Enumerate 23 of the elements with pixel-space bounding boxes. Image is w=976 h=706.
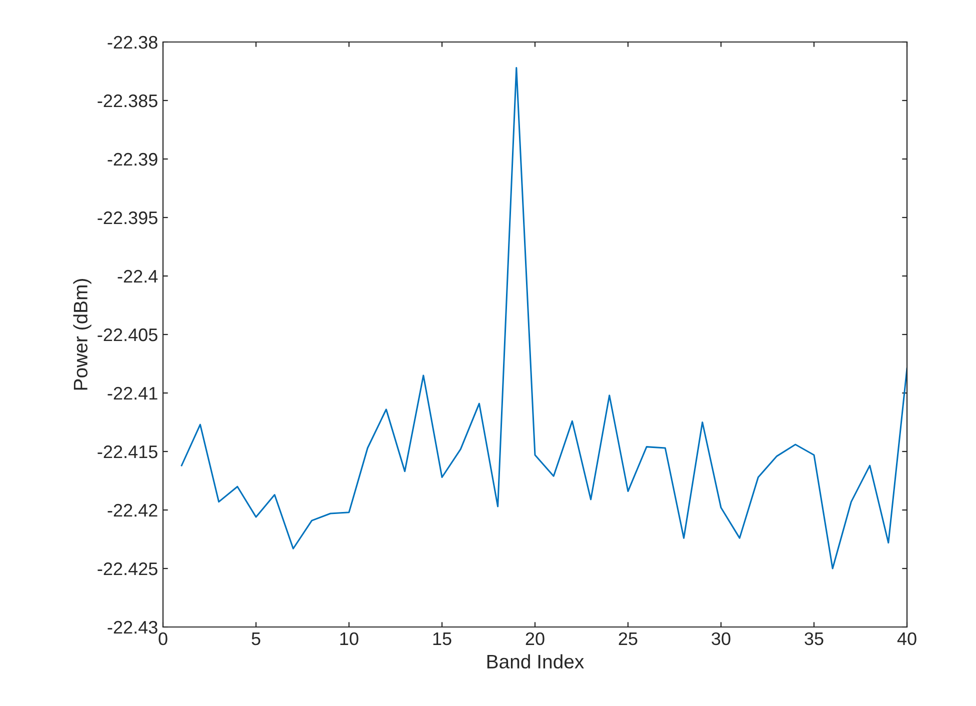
y-tick-label: -22.43 [108,620,158,634]
y-tick-label: -22.42 [108,504,158,517]
x-tick-label: 20 [526,632,544,646]
x-tick-label: 30 [712,632,730,646]
y-tick-label: -22.39 [108,152,158,166]
x-tick-label: 25 [618,632,638,646]
y-tick-label: -22.38 [108,36,158,49]
y-tick-label: -22.395 [98,211,158,224]
x-axis-title: Band Index [487,654,584,669]
y-tick-label: -22.385 [98,94,158,108]
x-tick-label: 40 [897,632,916,646]
line-series [180,66,907,570]
y-tick-label: -22.415 [98,445,158,458]
x-tick-label: 5 [252,632,260,646]
y-tick-label: -22.425 [98,562,158,576]
y-tick-label: -22.4 [118,270,158,283]
x-tick-label: 0 [158,632,168,646]
y-tick-label: -22.405 [98,328,158,342]
y-axis-title: Power (dBm) [73,278,92,390]
x-tick-label: 15 [433,632,452,646]
x-tick-label: 35 [804,632,824,646]
x-tick-label: 10 [340,632,358,646]
y-tick-label: -22.41 [108,386,158,400]
